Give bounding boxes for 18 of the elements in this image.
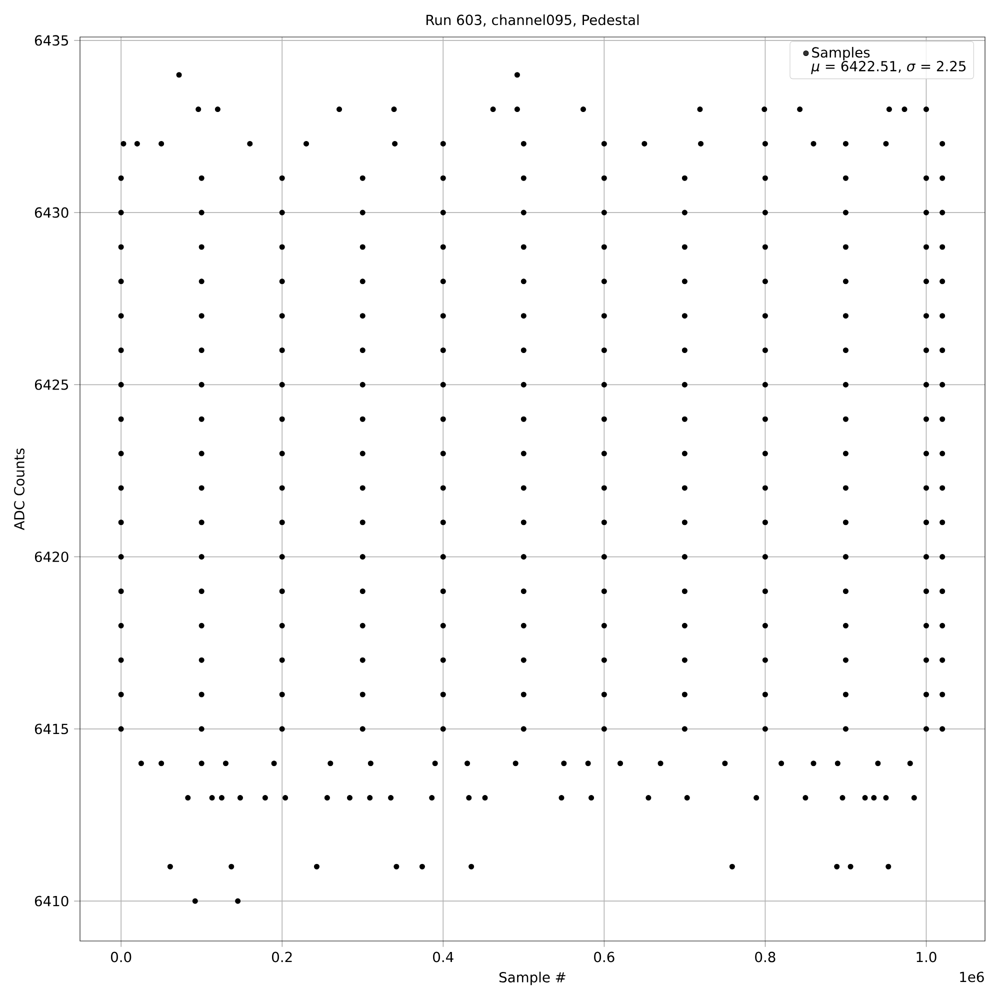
legend-label: Samples bbox=[812, 46, 870, 60]
x-tick-label: 0.4 bbox=[433, 952, 454, 962]
x-tick-label: 0.8 bbox=[755, 952, 776, 962]
x-tick-label: 1.0 bbox=[916, 952, 936, 962]
y-tick-label: 6425 bbox=[34, 379, 68, 390]
chart-title: Run 603, channel095, Pedestal bbox=[426, 14, 639, 27]
y-tick-label: 6420 bbox=[34, 552, 68, 562]
x-axis-title: Sample # bbox=[499, 972, 566, 986]
y-tick-label: 6410 bbox=[34, 896, 68, 906]
x-tick-label: 0.2 bbox=[272, 952, 292, 962]
y-tick-label: 6430 bbox=[34, 207, 68, 218]
x-tick-label: 0.0 bbox=[110, 952, 132, 962]
y-tick-label: 6435 bbox=[34, 35, 68, 46]
y-axis-title: ADC Counts bbox=[14, 448, 24, 530]
y-tick-label: 6415 bbox=[34, 724, 68, 734]
annotation: μ = 6422.51, σ = 2.25 bbox=[811, 60, 966, 74]
text: 1e6 bbox=[960, 972, 984, 982]
x-tick-label: 0.6 bbox=[594, 952, 614, 962]
